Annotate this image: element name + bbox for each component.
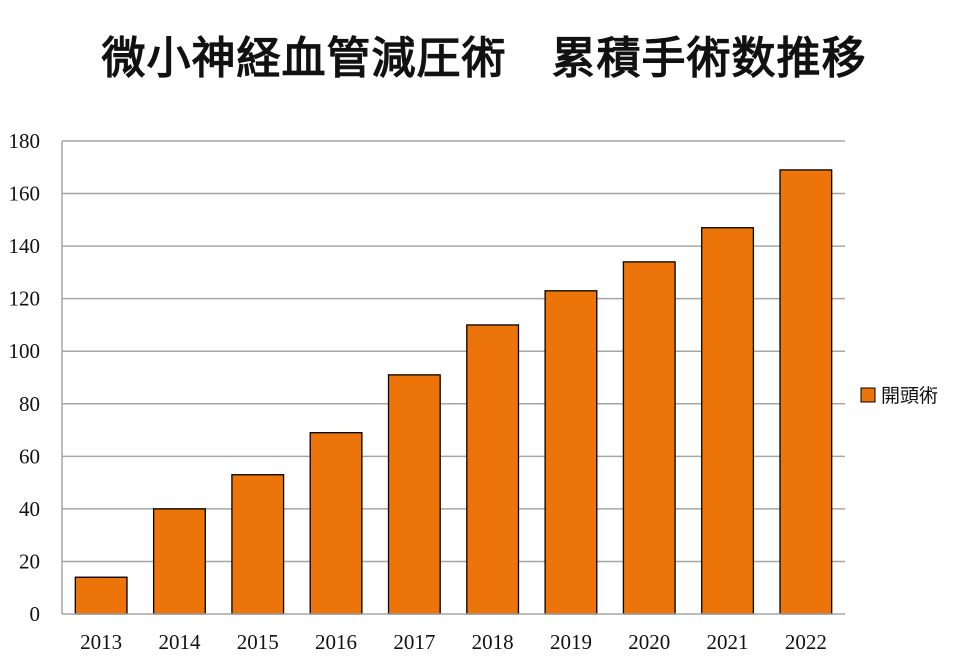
x-tick-label: 2019: [550, 630, 592, 654]
x-tick-label: 2022: [785, 630, 827, 654]
y-tick-label: 40: [19, 497, 40, 521]
x-tick-label: 2017: [393, 630, 435, 654]
bar-2021: [701, 227, 755, 615]
legend-swatch: [860, 387, 876, 403]
y-tick-label: 60: [19, 444, 40, 468]
bar-2016: [309, 432, 363, 615]
y-tick-labels: 0 20 40 60 80 100 120 140 160 180: [9, 129, 41, 626]
y-tick-label: 160: [9, 182, 41, 206]
y-tick-label: 180: [9, 129, 41, 153]
x-tick-labels: 2013 2014 2015 2016 2017 2018 2019 2020 2021 2022: [80, 630, 827, 654]
chart-title: 微小神経血管減圧術 累積手術数推移: [101, 33, 867, 84]
bar-2022: [779, 169, 833, 615]
x-tick-label: 2020: [628, 630, 670, 654]
x-tick-label: 2014: [158, 630, 201, 654]
y-tick-label: 20: [19, 549, 40, 573]
y-tick-label: 120: [9, 287, 41, 311]
axes: [61, 141, 845, 615]
bar-2019: [544, 290, 598, 615]
x-tick-label: 2016: [315, 630, 357, 654]
legend-label-series-0: 開頭術: [881, 385, 938, 407]
legend: 開頭術: [860, 385, 938, 407]
y-tick-label: 140: [9, 234, 41, 258]
bars: [74, 169, 833, 615]
y-tick-label: 0: [30, 602, 41, 626]
y-tick-label: 100: [9, 339, 41, 363]
x-tick-label: 2018: [472, 630, 514, 654]
bar-2018: [466, 324, 520, 615]
bar-2014: [152, 508, 206, 615]
x-tick-label: 2013: [80, 630, 122, 654]
bar-2017: [387, 374, 441, 615]
x-tick-label: 2021: [707, 630, 749, 654]
x-tick-label: 2015: [237, 630, 279, 654]
bar-2015: [231, 474, 285, 615]
y-tick-label: 80: [19, 392, 40, 416]
bar-2020: [622, 261, 676, 615]
bar-2013: [74, 576, 128, 615]
